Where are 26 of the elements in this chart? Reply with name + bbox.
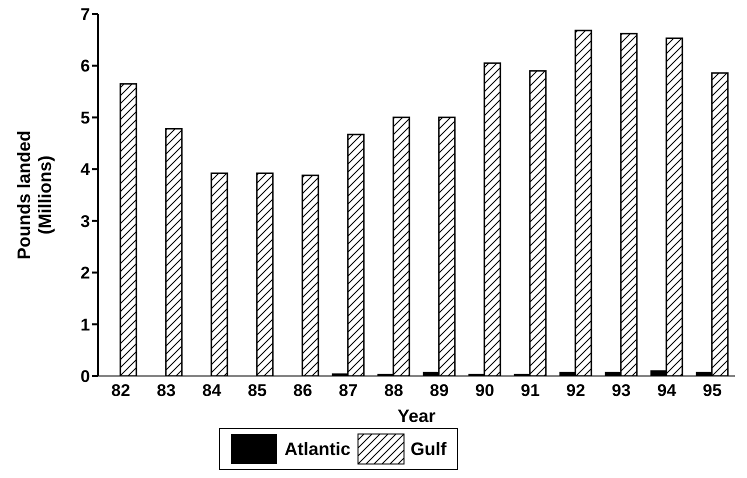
x-tick-label: 92 [566,381,586,400]
x-tick-label: 84 [202,381,222,400]
y-tick-label: 6 [80,56,90,76]
y-tick-label: 5 [80,108,90,128]
y-tick-label: 2 [80,264,90,283]
x-tick-label: 89 [430,381,449,400]
y-tick-label: 0 [80,367,90,386]
x-axis-title: Year [397,406,436,426]
x-tick-label: 91 [520,381,540,400]
x-tick-label: 95 [702,381,722,400]
x-tick-label: 86 [293,381,312,400]
x-tick-label: 83 [156,381,176,400]
x-tick-label: 87 [338,381,358,400]
y-tick-label: 3 [80,212,90,231]
x-tick-label: 82 [111,381,130,400]
legend-label: Gulf [410,438,446,460]
x-tick-label: 94 [657,381,677,400]
y-tick-label: 1 [80,315,90,334]
y-axis-title: Pounds landed (Millions) [14,130,55,260]
x-tick-label: 90 [475,381,494,400]
legend-label: Atlantic [284,438,350,460]
x-tick-label: 88 [384,381,404,400]
x-tick-label: 93 [612,381,631,400]
x-tick-label: 85 [248,381,267,400]
y-tick-label: 7 [80,5,90,24]
y-tick-label: 4 [80,160,91,180]
